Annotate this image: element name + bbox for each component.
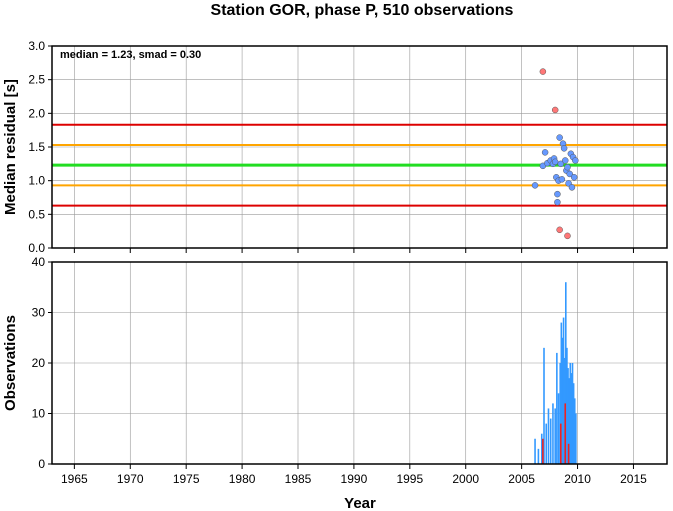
y-tick-label: 30 [32, 306, 46, 320]
scatter-point [572, 157, 579, 164]
x-tick-label: 2015 [620, 472, 647, 486]
histogram-bar [549, 418, 552, 464]
scatter-point [560, 145, 568, 152]
histogram-bar [545, 423, 548, 464]
x-tick-label: 1995 [396, 472, 423, 486]
histogram-bar [534, 438, 536, 464]
histogram-bar [556, 352, 558, 464]
histogram-bar [559, 363, 562, 464]
histogram-bar [564, 403, 567, 464]
y-tick-label: 10 [32, 407, 46, 421]
histogram-bar [575, 413, 577, 464]
scatter-point [557, 160, 565, 168]
scatter-point [554, 198, 561, 206]
x-tick-label: 1985 [285, 472, 312, 486]
y-tick-label: 1.0 [28, 174, 45, 188]
y-tick-label: 0.5 [28, 207, 45, 221]
scatter-point [539, 68, 547, 75]
residual-panel: 0.0 0.5 1.0 1.5 2.0 2.5 3.0 median = 1.23, sma… [2, 39, 668, 255]
scatter-point [556, 226, 563, 234]
histogram-bar [542, 438, 544, 464]
x-tick-label: 1970 [117, 472, 144, 486]
scatter-point [554, 190, 561, 198]
histogram-bar [571, 363, 574, 464]
chart-title: Station GOR, phase P, 510 observations [211, 2, 514, 19]
scatter-point [568, 184, 576, 191]
histogram-bar [561, 337, 564, 464]
x-tick-label: 2010 [564, 472, 591, 486]
histogram-bar [552, 403, 554, 464]
scatter-point [551, 106, 559, 114]
histogram-bar [568, 378, 570, 464]
y-tick-label: 20 [32, 356, 46, 370]
y-tick-label: 2.0 [28, 106, 45, 120]
histogram-bar [557, 393, 560, 464]
observations-panel: 0 10 20 30 40 1965 1970 1975 1980 1985 1990 1995 20… [2, 248, 668, 511]
x-tick-label: 1980 [229, 472, 256, 486]
x-tick-label: 2000 [452, 472, 479, 486]
histogram-bar [570, 373, 573, 464]
histogram-bar [560, 322, 563, 464]
histogram-bar [562, 317, 565, 464]
y-tick-label: 1.5 [28, 140, 45, 154]
residual-annotation: median = 1.23, smad = 0.30 [60, 49, 201, 61]
histogram-bar [565, 282, 567, 464]
scatter-point [564, 232, 571, 240]
histogram-bar [554, 408, 556, 464]
histogram-bar [540, 433, 543, 464]
histogram-bar [547, 408, 550, 464]
scatter-point [570, 174, 578, 181]
x-tick-label: 2005 [508, 472, 535, 486]
x-tick-label: 1965 [61, 472, 88, 486]
histogram-bar [573, 398, 576, 464]
scatter-point [541, 149, 549, 156]
scatter-point [556, 134, 563, 141]
x-tick-label: 1975 [173, 472, 200, 486]
scatter-point [564, 163, 571, 171]
x-axis-label: Year [344, 495, 376, 511]
observations-y-axis-label: Observations [2, 315, 19, 411]
scatter-point [531, 182, 539, 189]
histogram-bar [566, 347, 568, 464]
histogram-bar [569, 363, 572, 464]
y-tick-label: 3.0 [28, 39, 45, 53]
histogram-bar [567, 368, 569, 464]
histogram-bar [543, 347, 545, 464]
histogram-bar [572, 383, 575, 464]
y-tick-label: 0 [38, 457, 45, 471]
scatter-point [558, 176, 566, 183]
scatter-point [561, 157, 569, 164]
x-tick-label: 1990 [341, 472, 368, 486]
y-tick-label: 2.5 [28, 73, 45, 87]
scatter-point [551, 158, 559, 166]
histogram-bar [559, 423, 562, 464]
y-tick-label: 40 [32, 255, 46, 269]
y-tick-label: 0.0 [28, 241, 45, 255]
scatter-point [566, 170, 573, 178]
residual-y-axis-label: Median residual [s] [2, 79, 19, 215]
histogram-bar [537, 448, 540, 464]
histogram-bar [567, 443, 570, 464]
